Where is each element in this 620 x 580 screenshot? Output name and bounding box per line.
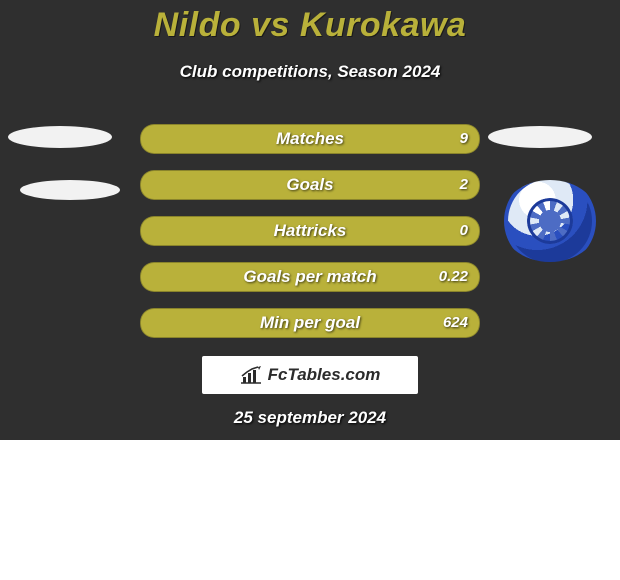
bar-chart-icon (240, 366, 262, 384)
player2-team-badge (500, 180, 600, 262)
stat-value-right: 9 (460, 124, 468, 154)
stat-fill-left (140, 124, 310, 154)
stat-row: 2Goals (140, 170, 480, 200)
stat-row: 624Min per goal (140, 308, 480, 338)
stat-fill-right (310, 170, 480, 200)
stat-value-right: 0.22 (439, 262, 468, 292)
stat-fill-left (140, 216, 310, 246)
stat-row: 0Hattricks (140, 216, 480, 246)
stat-fill-right (310, 216, 480, 246)
stat-value-right: 0 (460, 216, 468, 246)
generated-date: 25 september 2024 (0, 408, 620, 428)
player2-photo-placeholder (488, 126, 592, 148)
stat-fill-left (140, 170, 310, 200)
stat-row: 9Matches (140, 124, 480, 154)
team-badge-ring (504, 180, 596, 262)
stat-fill-left (140, 308, 310, 338)
page-title: Nildo vs Kurokawa (0, 6, 620, 45)
stats-list: 9Matches 2Goals 0Hattricks 0.22Goals per ma… (140, 124, 480, 354)
team-badge-emblem (527, 198, 573, 244)
brand-text: FcTables.com (268, 365, 381, 385)
player1-photo-placeholder (8, 126, 112, 148)
player1-team-badge-placeholder (20, 180, 120, 200)
stat-value-right: 624 (443, 308, 468, 338)
stat-value-right: 2 (460, 170, 468, 200)
comparison-card: Nildo vs Kurokawa Club competitions, Sea… (0, 0, 620, 580)
page-subtitle: Club competitions, Season 2024 (0, 62, 620, 82)
stat-fill-right (310, 124, 480, 154)
stat-fill-left (140, 262, 310, 292)
brand-box[interactable]: FcTables.com (202, 356, 418, 394)
stat-row: 0.22Goals per match (140, 262, 480, 292)
